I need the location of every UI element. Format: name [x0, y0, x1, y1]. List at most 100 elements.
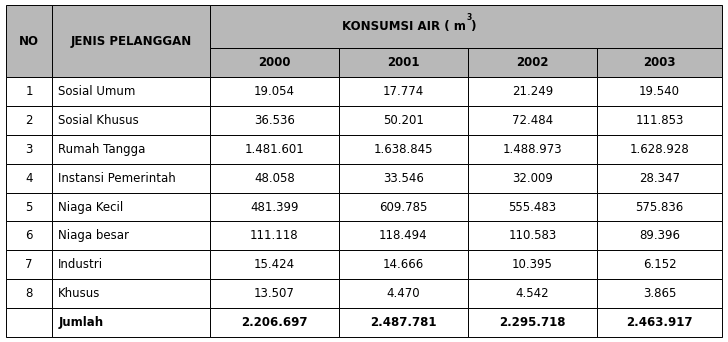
Bar [468, 193, 597, 222]
Text: 17.774: 17.774 [383, 85, 424, 98]
Text: 4.542: 4.542 [515, 287, 549, 300]
Text: 14.666: 14.666 [383, 258, 424, 271]
Text: 3: 3 [466, 13, 471, 22]
Text: Jumlah: Jumlah [58, 316, 103, 329]
Text: 1.488.973: 1.488.973 [502, 143, 562, 156]
Bar [6, 77, 52, 106]
Text: 2.206.697: 2.206.697 [241, 316, 308, 329]
Bar [52, 135, 210, 164]
Bar [468, 135, 597, 164]
Bar [52, 193, 210, 222]
Text: 2.295.718: 2.295.718 [499, 316, 566, 329]
Bar [339, 250, 468, 279]
Bar [339, 279, 468, 308]
Text: 4.470: 4.470 [387, 287, 420, 300]
Text: 50.201: 50.201 [383, 114, 424, 127]
Bar [468, 49, 597, 77]
Bar [468, 308, 597, 337]
Bar [339, 77, 468, 106]
Bar [210, 135, 339, 164]
Text: KONSUMSI AIR ( m: KONSUMSI AIR ( m [342, 20, 466, 33]
Bar [468, 77, 597, 106]
Text: 72.484: 72.484 [512, 114, 553, 127]
Bar [597, 250, 722, 279]
Text: 19.540: 19.540 [639, 85, 680, 98]
Text: ): ) [467, 20, 476, 33]
Bar [339, 106, 468, 135]
Bar [52, 308, 210, 337]
Bar [468, 106, 597, 135]
Bar [210, 222, 339, 250]
Text: 111.853: 111.853 [636, 114, 684, 127]
Text: 33.546: 33.546 [383, 172, 424, 185]
Bar [339, 49, 468, 77]
Bar [6, 135, 52, 164]
Bar [597, 106, 722, 135]
Text: Sosial Khusus: Sosial Khusus [58, 114, 139, 127]
Bar [210, 193, 339, 222]
Bar [52, 279, 210, 308]
Text: 4: 4 [25, 172, 33, 185]
Bar [597, 49, 722, 77]
Bar [52, 5, 210, 77]
Text: 7: 7 [25, 258, 33, 271]
Text: 555.483: 555.483 [508, 200, 556, 213]
Bar [210, 77, 339, 106]
Text: 481.399: 481.399 [250, 200, 298, 213]
Bar [597, 308, 722, 337]
Text: Instansi Pemerintah: Instansi Pemerintah [58, 172, 176, 185]
Bar [597, 135, 722, 164]
Text: 2.463.917: 2.463.917 [626, 316, 693, 329]
Bar [339, 135, 468, 164]
Text: 5: 5 [25, 200, 33, 213]
Text: Industri: Industri [58, 258, 103, 271]
Text: 118.494: 118.494 [379, 229, 428, 242]
Bar [339, 193, 468, 222]
Text: 2002: 2002 [516, 56, 549, 69]
Text: Niaga Kecil: Niaga Kecil [58, 200, 124, 213]
Text: 3: 3 [25, 143, 33, 156]
Text: 2.487.781: 2.487.781 [370, 316, 437, 329]
Bar [468, 164, 597, 193]
Text: 8: 8 [25, 287, 33, 300]
Text: 6: 6 [25, 229, 33, 242]
Bar [210, 250, 339, 279]
Text: 32.009: 32.009 [512, 172, 553, 185]
Bar [339, 222, 468, 250]
Bar [6, 222, 52, 250]
Text: 2000: 2000 [258, 56, 290, 69]
Bar [52, 164, 210, 193]
Bar [52, 77, 210, 106]
Bar [339, 164, 468, 193]
Text: 10.395: 10.395 [512, 258, 553, 271]
Bar [597, 279, 722, 308]
Bar [6, 164, 52, 193]
Bar [6, 193, 52, 222]
Bar [210, 308, 339, 337]
Text: 36.536: 36.536 [254, 114, 295, 127]
Text: 609.785: 609.785 [379, 200, 427, 213]
Bar [597, 77, 722, 106]
Text: 2: 2 [25, 114, 33, 127]
Bar [6, 279, 52, 308]
Bar [6, 308, 52, 337]
Text: 1.628.928: 1.628.928 [630, 143, 689, 156]
Bar [52, 222, 210, 250]
Text: 2003: 2003 [644, 56, 676, 69]
Text: 28.347: 28.347 [639, 172, 680, 185]
Text: 89.396: 89.396 [639, 229, 680, 242]
Text: 19.054: 19.054 [254, 85, 295, 98]
Text: 6.152: 6.152 [643, 258, 676, 271]
Bar [210, 49, 339, 77]
Bar [6, 5, 52, 77]
Bar [468, 279, 597, 308]
Bar [597, 164, 722, 193]
Text: NO: NO [19, 35, 39, 48]
Text: Rumah Tangga: Rumah Tangga [58, 143, 146, 156]
Text: 1.481.601: 1.481.601 [245, 143, 304, 156]
Bar [210, 279, 339, 308]
Text: 3.865: 3.865 [643, 287, 676, 300]
Bar [210, 164, 339, 193]
Bar [597, 193, 722, 222]
Text: 111.118: 111.118 [250, 229, 298, 242]
